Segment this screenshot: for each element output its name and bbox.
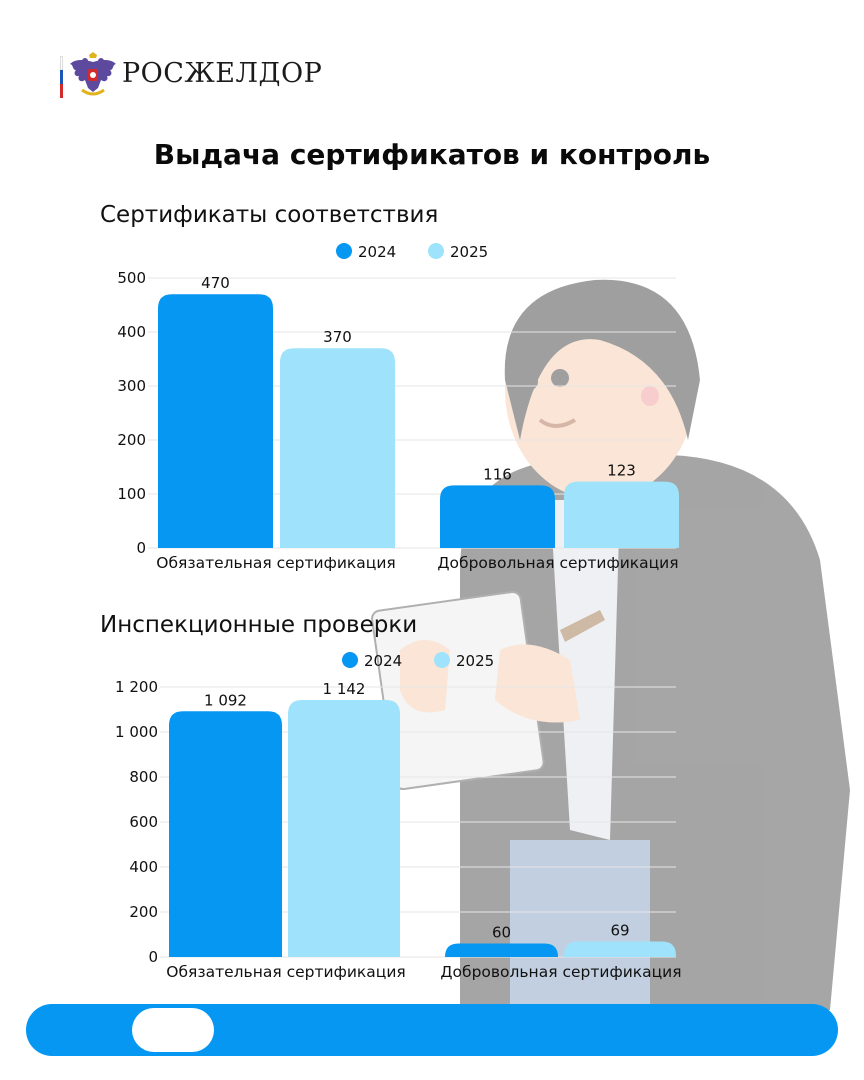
- y-tick-label: 1 000: [115, 723, 158, 741]
- data-label: 60: [492, 924, 511, 942]
- data-label: 1 092: [204, 691, 247, 709]
- bar: [445, 943, 558, 957]
- y-tick-label: 200: [129, 903, 158, 921]
- bar: [564, 941, 676, 957]
- y-tick-label: 0: [148, 948, 158, 966]
- page-title: Выдача сертификатов и контроль: [153, 138, 711, 171]
- x-tick-label: Обязательная сертификация: [166, 963, 405, 981]
- data-label: 69: [610, 921, 629, 939]
- y-tick-label: 400: [129, 858, 158, 876]
- legend-swatch: [336, 243, 352, 259]
- x-tick-label: Добровольная сертификация: [440, 963, 681, 981]
- legend-swatch: [428, 243, 444, 259]
- page-indicator-pill[interactable]: [132, 1008, 214, 1052]
- y-tick-label: 600: [129, 813, 158, 831]
- legend-label: 2025: [456, 652, 494, 670]
- data-label: 470: [201, 274, 230, 292]
- data-label: 1 142: [323, 680, 366, 698]
- bar: [280, 348, 395, 548]
- legend-label: 2024: [364, 652, 402, 670]
- brand-name: РОСЖЕЛДОР: [122, 58, 323, 89]
- bar: [564, 481, 679, 548]
- y-tick-label: 800: [129, 768, 158, 786]
- x-tick-label: Обязательная сертификация: [156, 554, 395, 572]
- legend-swatch: [342, 652, 358, 668]
- flag-stripe: [60, 56, 63, 98]
- brand-logo: РОСЖЕЛДОР: [60, 50, 323, 100]
- y-tick-label: 100: [117, 485, 146, 503]
- double-headed-eagle-icon: [70, 52, 116, 96]
- bar: [288, 700, 400, 957]
- y-tick-label: 500: [117, 269, 146, 287]
- y-tick-label: 300: [117, 377, 146, 395]
- y-tick-label: 0: [136, 539, 146, 557]
- data-label: 370: [323, 328, 352, 346]
- bar: [158, 294, 273, 548]
- y-tick-label: 400: [117, 323, 146, 341]
- bar: [169, 711, 282, 957]
- chart-title-inspections: Инспекционные проверки: [100, 612, 418, 638]
- bar: [440, 485, 555, 548]
- chart-title-certificates: Сертификаты соответствия: [100, 202, 439, 228]
- legend-label: 2024: [358, 243, 396, 261]
- legend-label: 2025: [450, 243, 488, 261]
- bottom-navigation-bar: [26, 1004, 838, 1056]
- data-label: 116: [483, 465, 512, 483]
- y-tick-label: 1 200: [115, 678, 158, 696]
- x-tick-label: Добровольная сертификация: [437, 554, 678, 572]
- legend-swatch: [434, 652, 450, 668]
- data-label: 123: [607, 462, 636, 480]
- y-tick-label: 200: [117, 431, 146, 449]
